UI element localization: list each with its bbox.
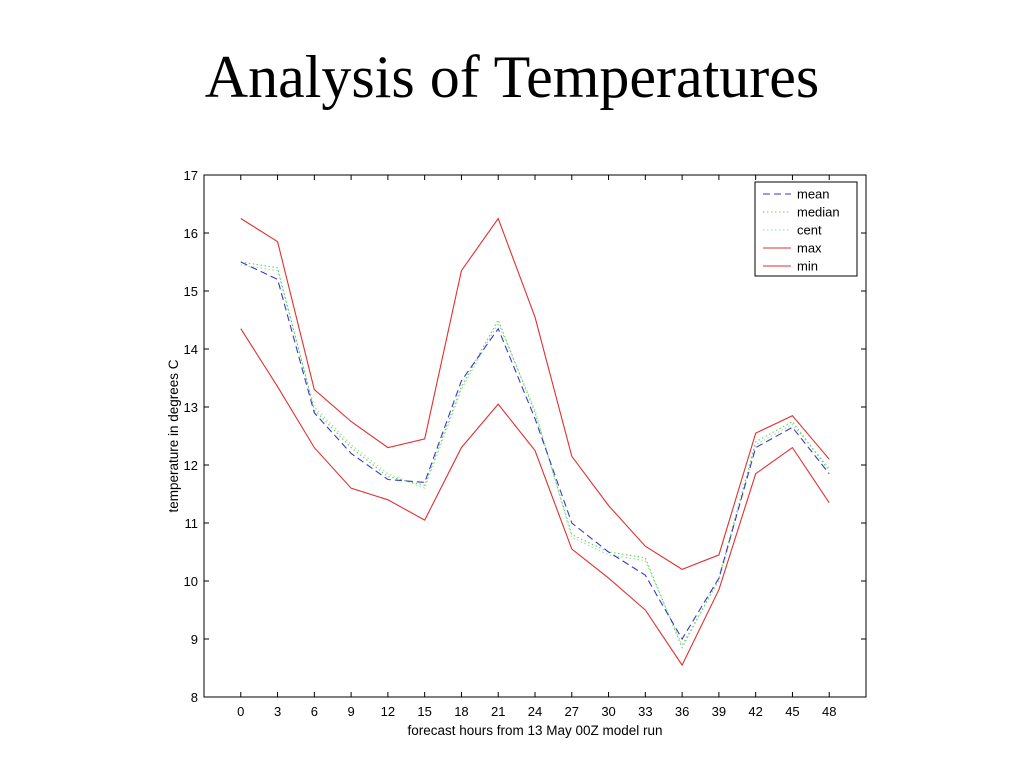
x-axis-label: forecast hours from 13 May 00Z model run [407,723,662,738]
series-line-cent [240,264,830,647]
y-tick-label: 8 [191,690,198,705]
x-tick-label: 0 [237,704,244,719]
x-tick-label: 39 [712,704,726,719]
legend-label-mean: mean [797,187,830,202]
legend-label-max: max [797,241,822,256]
x-tick-label: 12 [381,704,395,719]
x-tick-label: 27 [565,704,579,719]
y-tick-label: 17 [184,168,198,183]
x-tick-label: 45 [785,704,799,719]
series-line-median [240,261,830,649]
legend-label-median: median [797,205,840,220]
x-tick-label: 48 [822,704,836,719]
x-tick-label: 36 [675,704,689,719]
y-tick-label: 15 [184,284,198,299]
slide-title: Analysis of Temperatures [204,44,820,110]
series-line-max [240,217,830,571]
x-tick-label: 30 [601,704,615,719]
series-line-mean [240,261,830,641]
x-tick-label: 18 [454,704,468,719]
y-tick-label: 12 [184,458,198,473]
x-tick-label: 42 [748,704,762,719]
y-tick-label: 10 [184,574,198,589]
y-tick-label: 11 [185,516,199,531]
y-tick-label: 14 [184,342,198,357]
y-tick-label: 9 [191,632,198,647]
legend-label-min: min [797,259,818,274]
legend-label-cent: cent [797,223,822,238]
x-tick-label: 9 [347,704,354,719]
y-axis-label: temperature in degrees C [166,359,181,512]
x-tick-label: 3 [274,704,281,719]
x-tick-label: 33 [638,704,652,719]
y-tick-label: 16 [184,226,198,241]
legend-box [754,181,858,277]
x-tick-label: 6 [311,704,318,719]
series-line-min [240,328,830,667]
y-tick-label: 13 [184,400,198,415]
x-tick-label: 21 [491,704,505,719]
x-tick-label: 15 [417,704,431,719]
x-tick-label: 24 [528,704,542,719]
